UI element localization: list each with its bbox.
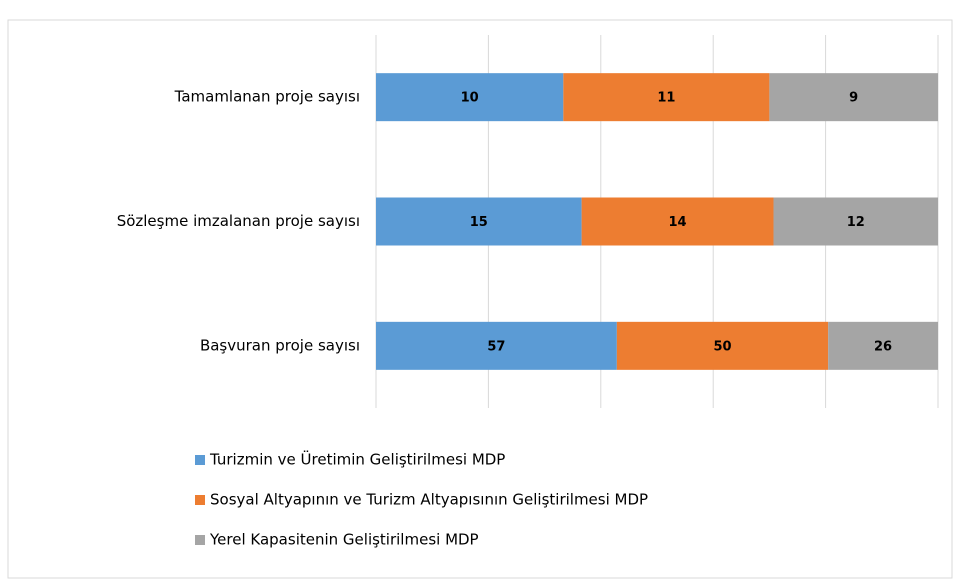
y-tick-label: Sözleşme imzalanan proje sayısı	[117, 212, 360, 230]
data-label: 26	[874, 339, 892, 354]
bar-segment	[563, 73, 770, 122]
bar-segment	[376, 73, 564, 122]
bar-segment	[828, 321, 938, 370]
data-label: 14	[669, 215, 687, 230]
bar-segment	[376, 321, 617, 370]
legend-swatch	[195, 495, 205, 505]
bar-segment	[616, 321, 829, 370]
bar-segment	[581, 197, 774, 246]
legend-label: Yerel Kapasitenin Geliştirilmesi MDP	[209, 531, 479, 549]
legend-swatch	[195, 455, 205, 465]
legend-swatch	[195, 535, 205, 545]
data-label: 50	[713, 339, 731, 354]
data-label: 9	[849, 91, 858, 106]
bar-segment	[769, 73, 938, 122]
data-label: 57	[487, 339, 505, 354]
data-label: 15	[470, 215, 488, 230]
data-label: 12	[847, 215, 865, 230]
legend-label: Turizmin ve Üretimin Geliştirilmesi MDP	[209, 450, 505, 469]
data-label: 11	[657, 91, 675, 106]
y-tick-label: Başvuran proje sayısı	[200, 336, 360, 354]
data-label: 10	[461, 91, 479, 106]
y-tick-label: Tamamlanan proje sayısı	[174, 88, 360, 106]
bar-segment	[376, 197, 582, 246]
legend-label: Sosyal Altyapının ve Turizm Altyapısının…	[210, 491, 648, 509]
bar-segment	[773, 197, 938, 246]
